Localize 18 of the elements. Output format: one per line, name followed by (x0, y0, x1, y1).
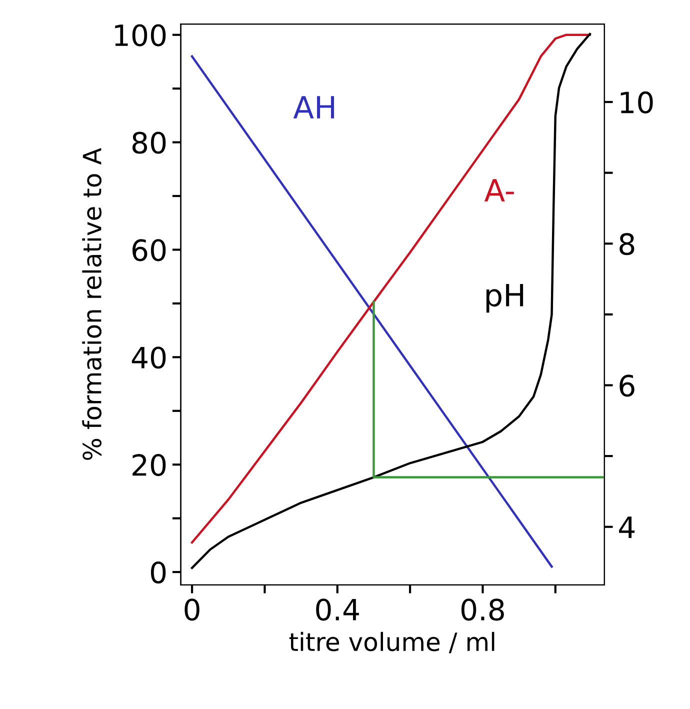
y2-tick-label: 10 (620, 91, 653, 114)
series-label: pH (486, 284, 524, 313)
x-tick-label: 0.4 (316, 598, 359, 621)
x-tick-label: 0.8 (461, 598, 504, 621)
y2-tick-label: 8 (620, 233, 634, 256)
x-axis-title: titre volume / ml (289, 632, 494, 654)
y-tick-label: 60 (132, 239, 166, 262)
y-axis-title: % formation relative to A (82, 148, 102, 460)
series-label: A- (484, 179, 514, 202)
y-tick-label: 0 (150, 561, 166, 584)
y2-tick-label: 6 (620, 374, 634, 397)
y-tick-label: 80 (132, 132, 166, 154)
y-tick-label: 100 (115, 24, 166, 46)
y2-tick-label: 4 (619, 516, 635, 538)
x-tick-label: 0 (184, 598, 200, 621)
y-tick-label: 20 (132, 454, 166, 476)
series-label: AH (293, 96, 334, 118)
y-tick-label: 40 (132, 346, 166, 369)
